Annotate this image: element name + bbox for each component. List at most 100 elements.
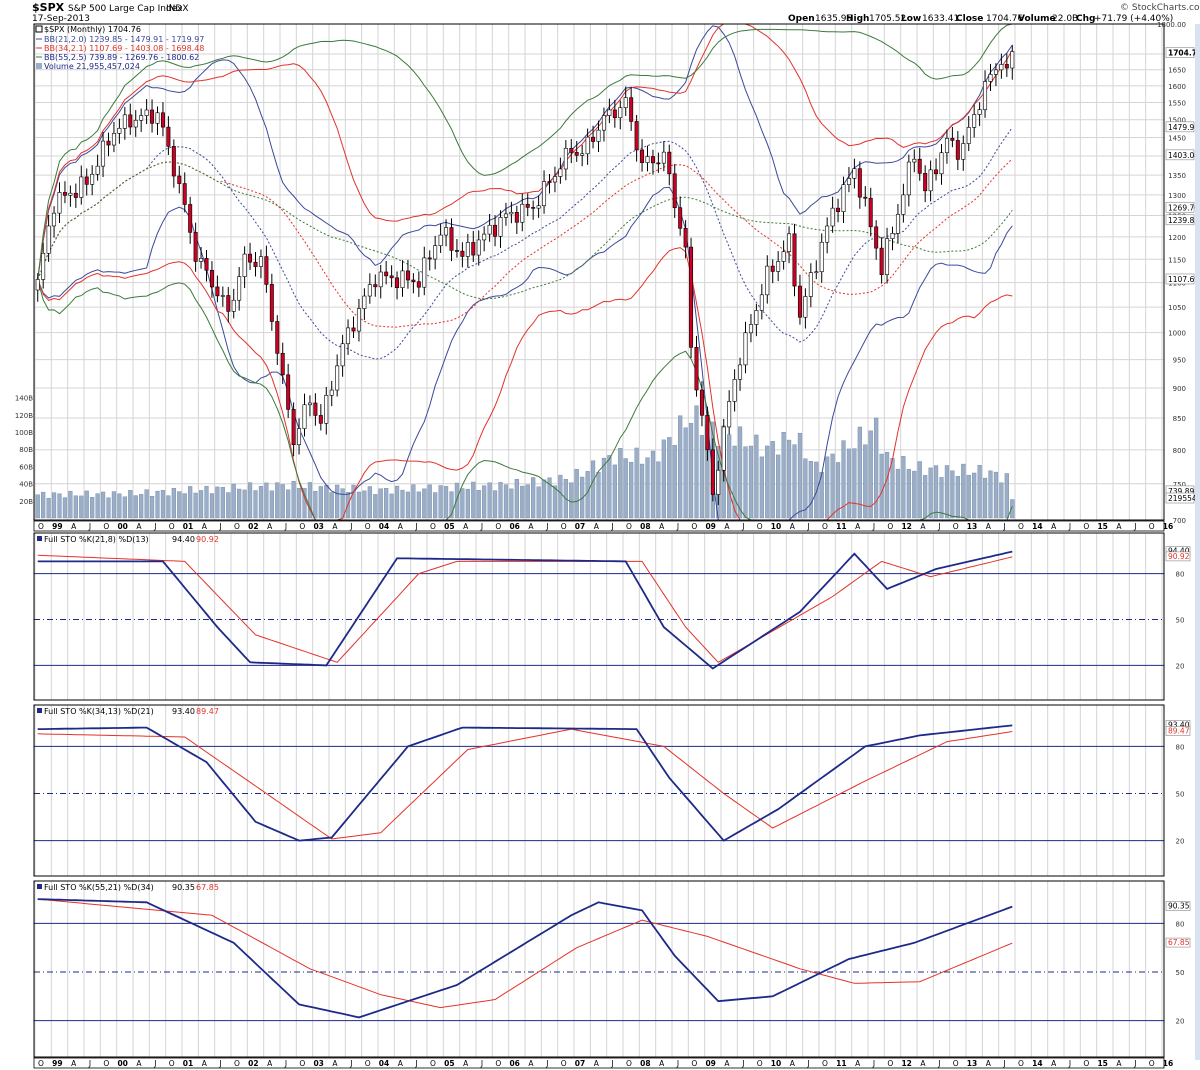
time-axis-label: 11 <box>836 522 846 531</box>
time-axis-label: J <box>284 522 287 531</box>
candle-body <box>307 402 312 406</box>
time-axis-label: J <box>1133 1059 1136 1068</box>
time-axis-label: J <box>676 1059 679 1068</box>
volume-bar <box>356 491 362 519</box>
price-panel: 1800.00170016501600155015001450140013501… <box>15 21 1200 525</box>
time-axis-label: 10 <box>771 522 781 531</box>
time-axis-label: O <box>887 1059 893 1068</box>
candle-body <box>607 109 612 116</box>
volume-bar <box>296 488 302 519</box>
candle-body <box>868 197 873 228</box>
volume-bar <box>629 462 634 519</box>
candle-body <box>220 295 225 297</box>
candle-body <box>596 129 601 142</box>
time-axis-bottom: O 99 A J O 00 A J O 01 A J O 02 A J O 03 A J O 04 A J O 05 A J O 06 A J… <box>33 1057 1173 1069</box>
sto-d-value: 90.92 <box>196 535 219 544</box>
candle-body <box>770 265 775 272</box>
candle-body <box>373 284 378 288</box>
time-axis-label: O <box>757 522 763 531</box>
time-axis-label: J <box>284 1059 287 1068</box>
candle-body <box>378 271 383 288</box>
volume-bar <box>939 477 944 519</box>
time-axis-label: A <box>332 522 338 531</box>
time-axis-label: J <box>219 522 222 531</box>
volume-bar <box>808 461 813 519</box>
sto-value-box <box>1165 901 1191 911</box>
volume-bar <box>231 483 236 519</box>
time-axis-label: O <box>691 522 697 531</box>
candle-body <box>269 284 274 322</box>
candle-body <box>160 112 165 128</box>
price-value-box <box>1165 492 1195 504</box>
volume-bar <box>487 482 492 519</box>
candle-body <box>787 233 792 252</box>
high-label: High <box>846 14 869 24</box>
watermark: © StockCharts.com <box>1120 3 1200 13</box>
volume-bar <box>492 490 498 519</box>
price-legend: $SPX (Monthly) 1704.76 BB(21,2.0) 1239.8… <box>35 25 204 71</box>
candle-body <box>727 401 732 428</box>
volume-bar <box>639 463 645 519</box>
candle-body <box>144 109 149 116</box>
candle-body <box>923 173 928 192</box>
candle-body <box>836 207 841 212</box>
candle-body <box>542 181 547 207</box>
candle-body <box>988 74 993 82</box>
candle-body <box>503 213 508 218</box>
volume-bar <box>835 462 841 519</box>
candle-body <box>776 261 781 272</box>
time-axis-label: J <box>1003 522 1006 531</box>
candle-body <box>748 324 753 334</box>
candle-body <box>874 226 879 249</box>
volume-label: Volume <box>1018 14 1056 24</box>
time-axis-label: A <box>659 522 665 531</box>
candle-body <box>552 176 557 183</box>
volume-bar <box>313 490 318 519</box>
time-axis-label: O <box>822 1059 828 1068</box>
candle-body <box>498 217 503 237</box>
candle-body <box>634 121 639 151</box>
candle-body <box>340 343 345 367</box>
price-tick-label: 800 <box>1173 447 1186 455</box>
volume-bar <box>177 491 182 519</box>
time-axis-label: 99 <box>52 522 62 531</box>
time-axis-label: J <box>349 1059 352 1068</box>
candle-body <box>329 389 334 396</box>
volume-bar <box>144 489 149 519</box>
volume-bar <box>171 488 176 519</box>
candle-body <box>493 224 498 237</box>
price-tick-label: 900 <box>1173 385 1186 393</box>
candle-body <box>433 245 438 260</box>
time-axis-label: A <box>463 1059 469 1068</box>
time-axis-label: 11 <box>836 1059 846 1068</box>
candle-body <box>574 152 579 156</box>
candle-body <box>286 374 291 410</box>
time-axis-label: O <box>561 1059 567 1068</box>
candle-body <box>150 109 155 124</box>
candle-body <box>215 286 220 297</box>
ohlc-readout: Open 1635.95 High 1705.52 Low 1633.41 Cl… <box>788 14 1173 24</box>
time-axis-label: A <box>267 1059 273 1068</box>
volume-bar <box>329 492 334 519</box>
time-axis-label: 14 <box>1032 522 1042 531</box>
candle-body <box>384 271 389 277</box>
sto-ref-label: 50 <box>1176 969 1185 977</box>
candle-body <box>863 196 868 199</box>
legend-volume: Volume 21,955,457,024 <box>44 62 140 71</box>
time-axis-label: A <box>790 1059 796 1068</box>
volume-bar <box>68 490 73 519</box>
volume-bar <box>367 486 372 519</box>
volume-bar <box>999 482 1004 519</box>
candle-body <box>416 281 421 288</box>
candle-body <box>645 156 650 163</box>
candle-body <box>297 428 302 446</box>
volume-bar <box>198 490 204 519</box>
candle-body <box>405 270 410 281</box>
time-axis-label: 12 <box>901 522 911 531</box>
volume-bar <box>51 492 57 519</box>
price-value-label: 1269.76 <box>1168 203 1199 212</box>
candle-body <box>781 251 786 262</box>
sto-legend-marker <box>37 884 42 889</box>
volume-bar <box>394 485 400 519</box>
candle-body <box>367 284 372 297</box>
